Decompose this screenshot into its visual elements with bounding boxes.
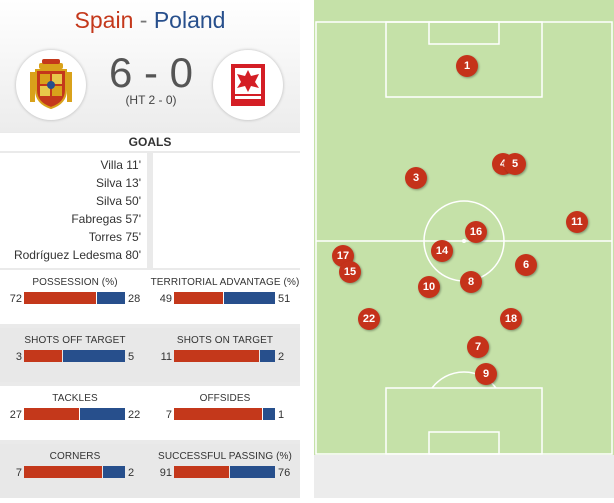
stat-away-value: 5 — [128, 351, 135, 363]
away-team-name: Poland — [153, 7, 226, 33]
stat-away-value: 2 — [278, 351, 285, 363]
stat-shots-off-target: SHOTS OFF TARGET 3 5 — [0, 328, 150, 382]
player-marker[interactable]: 10 — [418, 276, 440, 298]
stat-home-value: 72 — [9, 293, 22, 305]
stat-away-value: 1 — [278, 409, 285, 421]
stat-label: SHOTS OFF TARGET — [24, 335, 126, 346]
stat-bar — [174, 292, 275, 304]
stats-row: TACKLES 27 22 OFFSIDES 7 1 — [0, 386, 300, 440]
title-separator: - — [139, 7, 148, 33]
away-bar — [63, 350, 125, 362]
stat-label: POSSESSION (%) — [32, 277, 118, 288]
stat-label: SHOTS ON TARGET — [176, 335, 274, 346]
stat-home-value: 11 — [160, 351, 172, 363]
stats-row: POSSESSION (%) 72 28 TERRITORIAL ADVANTA… — [0, 270, 300, 324]
away-bar — [80, 408, 125, 420]
player-marker[interactable]: 6 — [515, 254, 537, 276]
poland-crest-icon — [213, 50, 283, 120]
stat-away-value: 22 — [128, 409, 141, 421]
stat-home-value: 7 — [15, 467, 22, 479]
player-marker[interactable]: 5 — [504, 153, 526, 175]
stat-shots-on-target: SHOTS ON TARGET 11 2 — [150, 328, 300, 382]
stat-label: TERRITORIAL ADVANTAGE (%) — [150, 277, 300, 288]
home-goals-list: Villa 11' Silva 13' Silva 50' Fabregas 5… — [0, 153, 147, 268]
away-bar — [260, 350, 275, 362]
stat-away-value: 28 — [128, 293, 141, 305]
player-marker[interactable]: 8 — [460, 271, 482, 293]
stats-row: CORNERS 7 2 SUCCESSFUL PASSING (%) 91 76 — [0, 444, 300, 498]
home-bar — [174, 408, 262, 420]
player-marker[interactable]: 22 — [358, 308, 380, 330]
stat-label: TACKLES — [52, 393, 98, 404]
match-panel: Spain - Poland 6 - 0 (HT 2 - 0) — [0, 0, 300, 498]
home-bar — [24, 350, 62, 362]
player-marker[interactable]: 16 — [465, 221, 487, 243]
stat-possession: POSSESSION (%) 72 28 — [0, 270, 150, 324]
stat-label: OFFSIDES — [199, 393, 251, 404]
home-bar — [24, 292, 96, 304]
stat-home-value: 49 — [159, 293, 172, 305]
home-bar — [24, 408, 79, 420]
stats-row: SHOTS OFF TARGET 3 5 SHOTS ON TARGET 11 … — [0, 328, 300, 382]
stat-corners: CORNERS 7 2 — [0, 444, 150, 498]
match-header: Spain - Poland 6 - 0 (HT 2 - 0) — [0, 0, 300, 132]
score: 6 - 0 — [108, 49, 194, 96]
goals-header: GOALS — [0, 133, 300, 151]
stat-home-value: 91 — [159, 467, 172, 479]
away-goals-list — [153, 153, 300, 268]
home-bar — [24, 466, 102, 478]
home-bar — [174, 350, 259, 362]
home-bar — [174, 292, 223, 304]
player-marker[interactable]: 9 — [475, 363, 497, 385]
stat-bar — [24, 466, 125, 478]
goal-item: Torres 75' — [88, 230, 141, 244]
player-marker[interactable]: 11 — [566, 211, 588, 233]
away-bar — [263, 408, 275, 420]
match-title: Spain - Poland — [0, 6, 300, 34]
away-bar — [97, 292, 125, 304]
player-marker[interactable]: 7 — [467, 336, 489, 358]
stat-bar — [174, 350, 275, 362]
goal-item: Silva 13' — [96, 176, 141, 190]
stat-away-value: 2 — [128, 467, 135, 479]
player-marker[interactable]: 18 — [500, 308, 522, 330]
player-marker[interactable]: 15 — [339, 261, 361, 283]
stat-home-value: 3 — [15, 351, 22, 363]
stat-territorial-advantage: TERRITORIAL ADVANTAGE (%) 49 51 — [150, 270, 300, 324]
goal-item: Fabregas 57' — [71, 212, 141, 226]
goal-item: Villa 11' — [100, 158, 141, 172]
home-team-name: Spain — [74, 7, 134, 33]
pitch: 1 4 5 3 11 16 14 17 15 6 10 8 22 18 7 9 — [314, 0, 614, 498]
stat-away-value: 51 — [278, 293, 291, 305]
stat-bar — [174, 466, 275, 478]
home-bar — [174, 466, 229, 478]
goal-item: Silva 50' — [96, 194, 141, 208]
stat-bar — [24, 350, 125, 362]
away-bar — [230, 466, 275, 478]
stat-bar — [24, 292, 125, 304]
stat-home-value: 7 — [165, 409, 172, 421]
goal-item: Rodríguez Ledesma 80' — [13, 248, 141, 262]
pitch-footer — [314, 455, 614, 498]
spain-crest-icon — [16, 50, 86, 120]
stat-away-value: 76 — [278, 467, 291, 479]
away-bar — [103, 466, 125, 478]
halftime-score: (HT 2 - 0) — [125, 93, 177, 107]
pitch-markings — [315, 21, 613, 455]
player-marker[interactable]: 3 — [405, 167, 427, 189]
stat-bar — [24, 408, 125, 420]
stat-home-value: 27 — [9, 409, 22, 421]
stat-bar — [174, 408, 275, 420]
stat-label: SUCCESSFUL PASSING (%) — [158, 451, 292, 462]
stat-offsides: OFFSIDES 7 1 — [150, 386, 300, 440]
player-marker[interactable]: 14 — [431, 240, 453, 262]
player-marker[interactable]: 1 — [456, 55, 478, 77]
stat-successful-passing: SUCCESSFUL PASSING (%) 91 76 — [150, 444, 300, 498]
stat-label: CORNERS — [49, 451, 101, 462]
stat-tackles: TACKLES 27 22 — [0, 386, 150, 440]
away-bar — [224, 292, 275, 304]
